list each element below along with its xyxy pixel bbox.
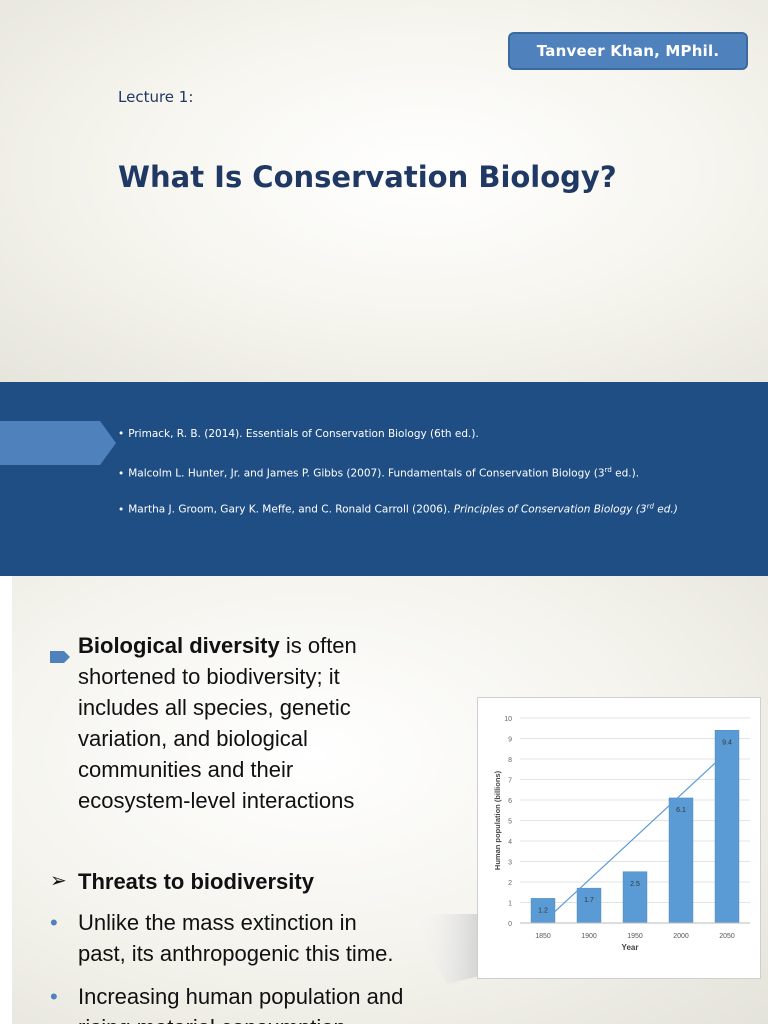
reference-item: • Malcolm L. Hunter, Jr. and James P. Gib…: [118, 466, 640, 480]
data-label: 2.5: [630, 881, 640, 888]
y-tick-label: 0: [508, 921, 512, 928]
biodiversity-slide: Biological diversity is often shortened …: [12, 576, 768, 1024]
reference-item: • Primack, R. B. (2014). Essentials of Co…: [118, 428, 479, 440]
threats-heading: ➢ Threats to biodiversity: [50, 866, 450, 897]
population-chart: 0 1 2 3 4 5 6 7 8 9 10 Human population (billions) 1…: [477, 697, 761, 979]
reference-item: • Martha J. Groom, Gary K. Meffe, and C. …: [118, 502, 678, 516]
y-tick-label: 4: [508, 839, 512, 846]
author-badge: Tanveer Khan, MPhil.: [508, 32, 748, 70]
y-tick-label: 10: [504, 716, 512, 723]
y-tick-label: 6: [508, 798, 512, 805]
data-label: 1.7: [584, 897, 594, 904]
title-slide: Tanveer Khan, MPhil. Lecture 1: What Is …: [0, 0, 768, 382]
bar: [668, 797, 694, 924]
bullet-biological-diversity: Biological diversity is often shortened …: [50, 630, 450, 816]
x-tick-label: 1950: [627, 933, 643, 940]
y-tick-label: 3: [508, 860, 512, 867]
trendline: [542, 751, 728, 924]
bar: [576, 887, 602, 924]
references-slide: • Primack, R. B. (2014). Essentials of Co…: [0, 382, 768, 576]
x-tick-label: 2050: [719, 933, 735, 940]
arrow-tab-icon: [0, 421, 116, 465]
reference-list: • Primack, R. B. (2014). Essentials of Co…: [118, 426, 758, 534]
x-axis-label: Year: [622, 943, 639, 952]
sub-bullet: • Unlike the mass extinction in past, it…: [50, 910, 394, 966]
sub-bullet: • Increasing human population and rising…: [50, 984, 404, 1024]
shadow-wedge: [407, 914, 487, 984]
bar: [622, 871, 648, 924]
data-label: 1.2: [538, 907, 548, 914]
x-tick-label: 2000: [673, 933, 689, 940]
y-axis-label: Human population (billions): [493, 770, 502, 870]
arrowhead-marker-icon: ➢: [50, 870, 67, 892]
bullet-marker-icon: [50, 630, 78, 816]
slide-title: What Is Conservation Biology?: [118, 160, 617, 194]
y-tick-label: 8: [508, 757, 512, 764]
data-label: 6.1: [676, 807, 686, 814]
y-tick-label: 1: [508, 901, 512, 908]
y-tick-label: 5: [508, 819, 512, 826]
chart-svg: 0 1 2 3 4 5 6 7 8 9 10 Human population (billions) 1…: [493, 716, 750, 952]
x-tick-label: 1850: [535, 933, 551, 940]
data-label: 9.4: [722, 739, 732, 746]
bullet-list: Biological diversity is often shortened …: [50, 630, 450, 1024]
lecture-label: Lecture 1:: [118, 88, 194, 106]
y-tick-label: 7: [508, 778, 512, 785]
y-tick-label: 9: [508, 737, 512, 744]
x-tick-label: 1900: [581, 933, 597, 940]
y-tick-label: 2: [508, 880, 512, 887]
